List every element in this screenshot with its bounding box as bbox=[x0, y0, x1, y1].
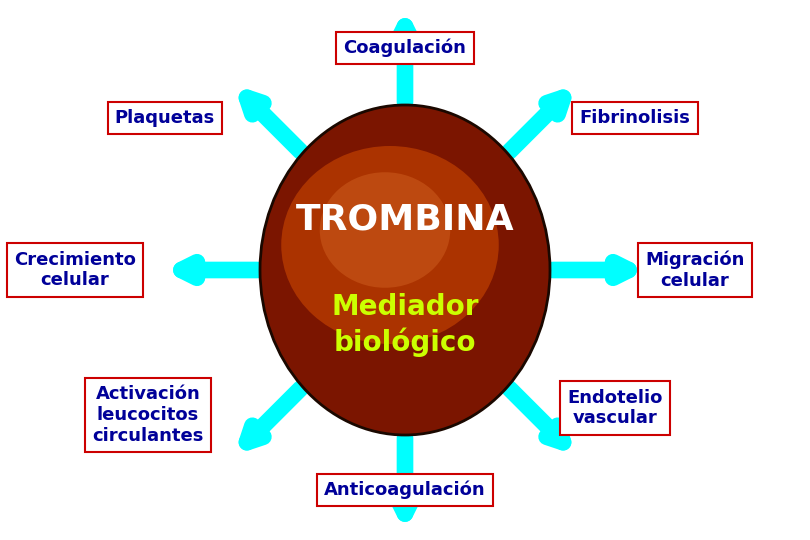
Text: Anticoagulación: Anticoagulación bbox=[324, 481, 486, 500]
Text: Migración
celular: Migración celular bbox=[646, 251, 744, 289]
Text: TROMBINA: TROMBINA bbox=[296, 203, 514, 237]
Ellipse shape bbox=[260, 105, 550, 435]
Ellipse shape bbox=[281, 146, 499, 344]
Ellipse shape bbox=[320, 172, 450, 288]
Text: Mediador
biológico: Mediador biológico bbox=[331, 293, 479, 357]
Text: Coagulación: Coagulación bbox=[343, 39, 467, 57]
Text: Activación
leucocitos
circulantes: Activación leucocitos circulantes bbox=[92, 385, 203, 445]
Text: Plaquetas: Plaquetas bbox=[115, 109, 215, 127]
Text: Endotelio
vascular: Endotelio vascular bbox=[567, 389, 663, 427]
Text: Fibrinolisis: Fibrinolisis bbox=[580, 109, 690, 127]
Text: Crecimiento
celular: Crecimiento celular bbox=[14, 251, 136, 289]
